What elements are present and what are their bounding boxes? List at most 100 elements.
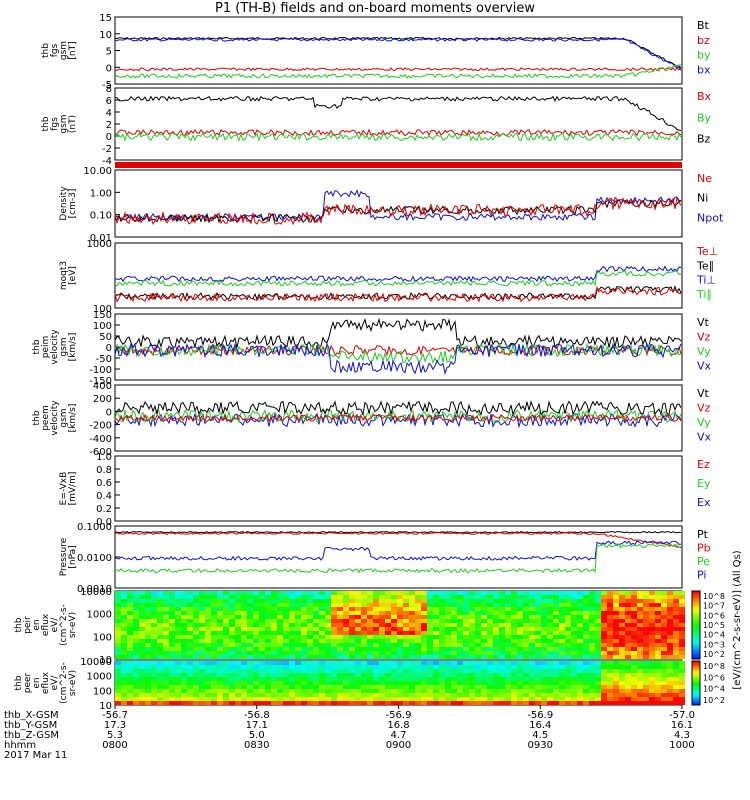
spec-cell-8: [517, 647, 523, 651]
spec-cell-8: [439, 615, 445, 619]
spec-cell-8: [523, 635, 529, 639]
spec-cell-8: [271, 599, 277, 603]
spec-cell-8: [409, 619, 415, 623]
spec-cell-9: [289, 697, 295, 701]
spec-cell-8: [337, 595, 343, 599]
spec-cell-9: [163, 669, 169, 673]
spec-cell-8: [625, 623, 631, 627]
spec-cell-9: [487, 685, 493, 689]
spec-cell-8: [511, 619, 517, 623]
spec-cell-8: [409, 651, 415, 655]
spec-cell-8: [265, 651, 271, 655]
spec-cell-9: [241, 685, 247, 689]
spec-cell-8: [307, 615, 313, 619]
spec-cell-8: [379, 643, 385, 647]
spec-cell-9: [139, 697, 145, 701]
spec-cell-9: [217, 701, 223, 705]
spec-cell-9: [397, 665, 403, 669]
spec-cell-9: [205, 681, 211, 685]
spec-cell-8: [355, 599, 361, 603]
spec-cell-8: [559, 595, 565, 599]
spec-cell-9: [589, 677, 595, 681]
spec-cell-8: [373, 603, 379, 607]
spec-cell-8: [223, 631, 229, 635]
spec-cell-9: [355, 697, 361, 701]
spec-cell-8: [229, 591, 235, 595]
spec-cell-8: [199, 651, 205, 655]
spec-cell-8: [277, 627, 283, 631]
spec-cell-9: [349, 697, 355, 701]
spec-cell-8: [337, 635, 343, 639]
spec-cell-9: [157, 669, 163, 673]
spec-cell-8: [421, 623, 427, 627]
spec-cell-8: [295, 615, 301, 619]
spec-cell-9: [607, 685, 613, 689]
spec-cell-8: [493, 655, 499, 659]
spec-cell-8: [373, 615, 379, 619]
spec-cell-9: [427, 701, 433, 705]
spec-cell-8: [265, 635, 271, 639]
spec-cell-8: [187, 627, 193, 631]
spec-cell-9: [223, 697, 229, 701]
spec-cell-8: [409, 615, 415, 619]
legend-peim-v-3: Vx: [697, 360, 712, 373]
spec-cell-9: [673, 689, 679, 693]
colorbar-colorbar2-cell: [692, 677, 700, 679]
spec-cell-9: [475, 661, 481, 665]
spec-cell-8: [349, 643, 355, 647]
spec-cell-9: [385, 673, 391, 677]
spec-cell-8: [163, 611, 169, 615]
spec-cell-8: [643, 595, 649, 599]
spec-cell-8: [151, 631, 157, 635]
spec-cell-9: [415, 677, 421, 681]
spec-cell-8: [409, 611, 415, 615]
spec-cell-9: [199, 693, 205, 697]
spec-cell-9: [373, 697, 379, 701]
spec-cell-9: [163, 697, 169, 701]
spec-cell-8: [679, 635, 685, 639]
xaxis-value-1-2: 16.8: [387, 720, 409, 731]
spec-cell-8: [271, 607, 277, 611]
spec-cell-9: [589, 669, 595, 673]
spec-cell-8: [157, 647, 163, 651]
spec-cell-8: [481, 591, 487, 595]
legend-peim-v-1: Vz: [697, 331, 711, 344]
colorbar-colorbar1-cell: [692, 637, 700, 639]
spec-cell-8: [595, 639, 601, 643]
ytick-label-peem-v-1: 200: [93, 394, 112, 405]
spec-cell-8: [565, 595, 571, 599]
spec-cell-9: [307, 677, 313, 681]
spec-cell-9: [421, 665, 427, 669]
spec-cell-9: [517, 697, 523, 701]
spec-cell-8: [331, 611, 337, 615]
spec-cell-8: [367, 639, 373, 643]
spec-cell-9: [595, 661, 601, 665]
colorbar-colorbar2-cell: [692, 685, 700, 687]
spec-cell-8: [307, 591, 313, 595]
spec-cell-9: [115, 681, 121, 685]
spec-cell-8: [307, 631, 313, 635]
ylabel-peim-v-4: [km/s]: [68, 333, 78, 362]
spec-cell-9: [457, 677, 463, 681]
spec-cell-8: [169, 623, 175, 627]
spec-cell-9: [445, 681, 451, 685]
spec-cell-8: [385, 631, 391, 635]
spec-cell-9: [409, 669, 415, 673]
spec-cell-8: [175, 623, 181, 627]
spec-cell-9: [571, 689, 577, 693]
spec-cell-8: [493, 623, 499, 627]
spec-cell-9: [391, 701, 397, 705]
spec-cell-8: [517, 603, 523, 607]
spec-cell-8: [535, 619, 541, 623]
spec-cell-8: [451, 623, 457, 627]
spec-cell-8: [511, 591, 517, 595]
xaxis-row-label-3: hhmm: [4, 740, 36, 751]
spec-cell-8: [679, 607, 685, 611]
spec-cell-8: [643, 591, 649, 595]
colorbar-colorbar2-tick-3: 10^2: [703, 696, 725, 705]
spec-cell-8: [169, 619, 175, 623]
ylabel-peem-v-1: peem: [41, 405, 51, 431]
ylabel-temp-0: moqt3: [59, 261, 69, 290]
spec-cell-8: [667, 595, 673, 599]
spec-cell-8: [187, 599, 193, 603]
